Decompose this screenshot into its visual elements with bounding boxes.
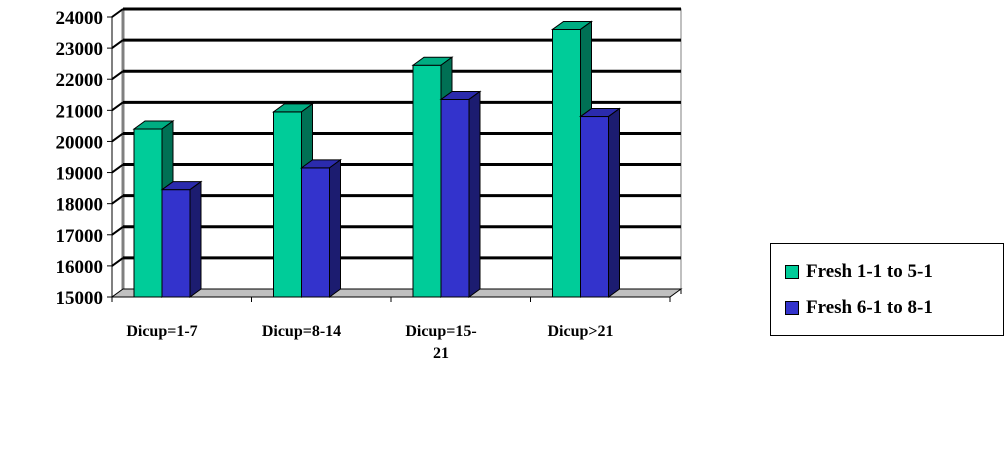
gridline-side [111, 132, 124, 143]
x-tick-label: Dicup=8-14 [262, 323, 341, 340]
legend-swatch-series-1 [785, 265, 799, 279]
bar-side [608, 107, 620, 298]
legend-label-series-1: Fresh 1-1 to 5-1 [806, 261, 933, 282]
y-tick-label: 21000 [56, 101, 104, 122]
y-tick-label: 24000 [56, 8, 104, 29]
y-tick-label: 18000 [56, 195, 104, 216]
bar-front [580, 116, 609, 298]
bar-2-4 [578, 107, 622, 298]
y-tick-label: 16000 [56, 257, 104, 278]
chart-labels: 15000 16000 17000 18000 19000 20000 21000 22000… [56, 8, 614, 362]
gridline-side [111, 39, 124, 49]
legend-item-series-1: Fresh 1-1 to 5-1 [785, 258, 933, 286]
gridline-side [111, 257, 124, 267]
bar-front [301, 167, 330, 298]
y-tick-label: 22000 [56, 70, 104, 91]
bar-2-1 [160, 180, 203, 298]
y-tick-label: 15000 [56, 288, 104, 309]
chart-axes [107, 16, 683, 302]
legend-swatch-series-2 [785, 301, 799, 315]
x-tick-label: 21 [433, 345, 449, 362]
bar-front [412, 64, 442, 298]
bar-side [468, 90, 481, 298]
y-tick-label: 19000 [56, 164, 104, 185]
chart-bars [132, 20, 622, 298]
side-wall [111, 8, 124, 298]
x-tick-label: Dicup=1-7 [126, 323, 197, 340]
x-tick-label: Dicup>21 [547, 323, 613, 340]
bar-front [440, 98, 470, 298]
y-tick-label: 23000 [56, 39, 104, 60]
bar-front [552, 28, 581, 298]
chart-legend: Fresh 1-1 to 5-1 Fresh 6-1 to 8-1 [770, 243, 1004, 336]
gridline-side [111, 194, 124, 205]
gridline-side [111, 225, 124, 236]
bar-2-3 [439, 90, 482, 298]
y-tick-label: 20000 [56, 132, 104, 153]
bar-side [329, 158, 341, 298]
legend-label-series-2: Fresh 6-1 to 8-1 [806, 297, 933, 318]
x-tick-label: Dicup=15- [405, 323, 476, 340]
gridline-side [111, 163, 124, 174]
gridline-side [111, 101, 124, 112]
gridline-side [111, 8, 124, 18]
bar-2-2 [299, 158, 343, 298]
bar-side [189, 180, 202, 298]
gridline-side [111, 70, 124, 81]
bar-front [273, 111, 302, 298]
legend-item-series-2: Fresh 6-1 to 8-1 [785, 294, 933, 322]
bar-front [133, 128, 163, 298]
bar-front [161, 189, 191, 298]
y-tick-label: 17000 [56, 226, 104, 247]
